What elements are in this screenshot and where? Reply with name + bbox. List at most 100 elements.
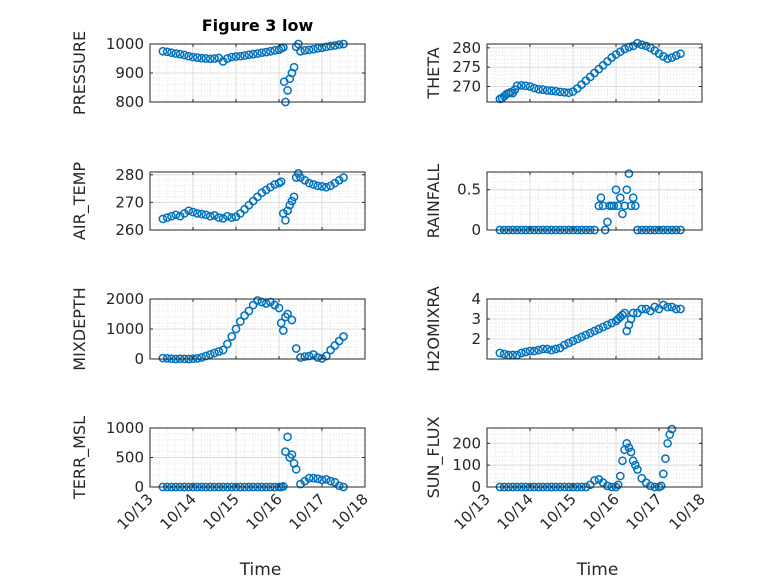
data-point bbox=[534, 84, 543, 94]
data-point bbox=[603, 320, 612, 330]
data-point bbox=[317, 475, 327, 485]
data-point bbox=[538, 344, 548, 354]
data-point bbox=[555, 87, 565, 97]
y-axis-label: THETA bbox=[424, 47, 443, 99]
data-point bbox=[330, 341, 340, 350]
data-point bbox=[235, 51, 245, 61]
x-axis-label: Time bbox=[576, 560, 619, 580]
data-point bbox=[538, 85, 548, 94]
data-point bbox=[227, 213, 237, 222]
data-point bbox=[257, 297, 267, 307]
data-point bbox=[197, 53, 206, 63]
y-tick-label: 280 bbox=[115, 166, 144, 184]
y-tick-label: 500 bbox=[115, 449, 144, 467]
y-tick-label: 0 bbox=[134, 478, 144, 496]
axis-box bbox=[486, 298, 703, 360]
y-tick-label: 4 bbox=[471, 290, 481, 308]
data-point bbox=[304, 45, 314, 55]
data-point bbox=[205, 211, 215, 221]
data-point bbox=[676, 304, 685, 314]
data-point bbox=[291, 344, 301, 353]
data-point bbox=[542, 86, 552, 95]
data-point bbox=[162, 213, 172, 222]
data-point bbox=[598, 201, 608, 211]
data-point bbox=[289, 192, 299, 202]
panel-mixdepth: 0 1000 2000 MIXDEPTH bbox=[70, 287, 366, 371]
data-point bbox=[167, 211, 176, 221]
data-point bbox=[283, 206, 292, 216]
data-point bbox=[622, 438, 632, 448]
data-point bbox=[296, 173, 305, 182]
data-point bbox=[313, 181, 323, 191]
data-point bbox=[287, 315, 297, 325]
data-point bbox=[534, 345, 543, 355]
y-axis-label: RAINFALL bbox=[424, 164, 443, 239]
data-point bbox=[517, 348, 526, 358]
panel-rainfall: 0 0.5 RAINFALL bbox=[424, 164, 703, 239]
data-point bbox=[615, 193, 625, 203]
data-point bbox=[676, 49, 685, 59]
data-point bbox=[223, 211, 232, 221]
data-point bbox=[257, 188, 267, 198]
data-point bbox=[581, 330, 591, 340]
y-tick-label: 0 bbox=[471, 221, 481, 239]
data-point bbox=[291, 173, 301, 182]
data-point bbox=[626, 447, 636, 457]
axis-box bbox=[486, 427, 703, 488]
data-point bbox=[495, 348, 505, 358]
data-point bbox=[210, 348, 219, 358]
data-point bbox=[300, 46, 310, 55]
axis-box bbox=[486, 43, 703, 103]
data-point bbox=[266, 182, 275, 192]
series-air_temp bbox=[158, 169, 348, 225]
x-tick-label: 10/18 bbox=[666, 490, 709, 533]
axis-box bbox=[486, 171, 703, 231]
data-point bbox=[283, 86, 292, 95]
data-point bbox=[304, 473, 314, 483]
data-point bbox=[167, 48, 176, 58]
data-point bbox=[283, 309, 292, 319]
data-point bbox=[192, 354, 202, 363]
data-point bbox=[667, 53, 677, 62]
data-point bbox=[300, 175, 310, 185]
data-point bbox=[244, 50, 254, 60]
data-point bbox=[628, 41, 638, 51]
data-point bbox=[231, 52, 241, 61]
data-point bbox=[590, 476, 599, 485]
data-point bbox=[188, 207, 198, 217]
data-point bbox=[650, 302, 660, 312]
x-tick-label: 10/14 bbox=[157, 490, 200, 533]
data-point bbox=[244, 306, 254, 316]
data-point bbox=[285, 200, 295, 210]
data-point bbox=[596, 193, 606, 203]
data-point bbox=[590, 326, 599, 336]
data-point bbox=[296, 46, 305, 56]
data-point bbox=[281, 215, 290, 225]
data-point bbox=[564, 88, 574, 98]
x-tick-label: 10/14 bbox=[494, 490, 537, 533]
data-point bbox=[175, 211, 185, 221]
data-point bbox=[235, 317, 245, 326]
data-point bbox=[313, 474, 323, 484]
data-point bbox=[658, 469, 668, 479]
chart-title: Figure 3 low bbox=[202, 16, 314, 35]
data-point bbox=[261, 299, 271, 308]
data-point bbox=[227, 52, 237, 62]
data-point bbox=[620, 44, 629, 54]
y-tick-label: 100 bbox=[452, 456, 481, 474]
x-tick-label: 10/17 bbox=[623, 490, 666, 533]
data-point bbox=[667, 302, 677, 312]
y-tick-label: 2000 bbox=[106, 290, 144, 308]
y-tick-label: 2 bbox=[471, 330, 481, 348]
data-point bbox=[326, 345, 335, 355]
data-point bbox=[615, 471, 625, 481]
data-point bbox=[321, 474, 331, 484]
data-point bbox=[158, 353, 168, 363]
panel-sun_flux: 0 100 200 SUN_FLUX 10/13 10/14 10/15 10/16 10/17… bbox=[424, 417, 709, 580]
data-point bbox=[551, 344, 561, 354]
data-point bbox=[231, 324, 241, 334]
data-point bbox=[547, 345, 556, 355]
data-point bbox=[547, 86, 556, 96]
